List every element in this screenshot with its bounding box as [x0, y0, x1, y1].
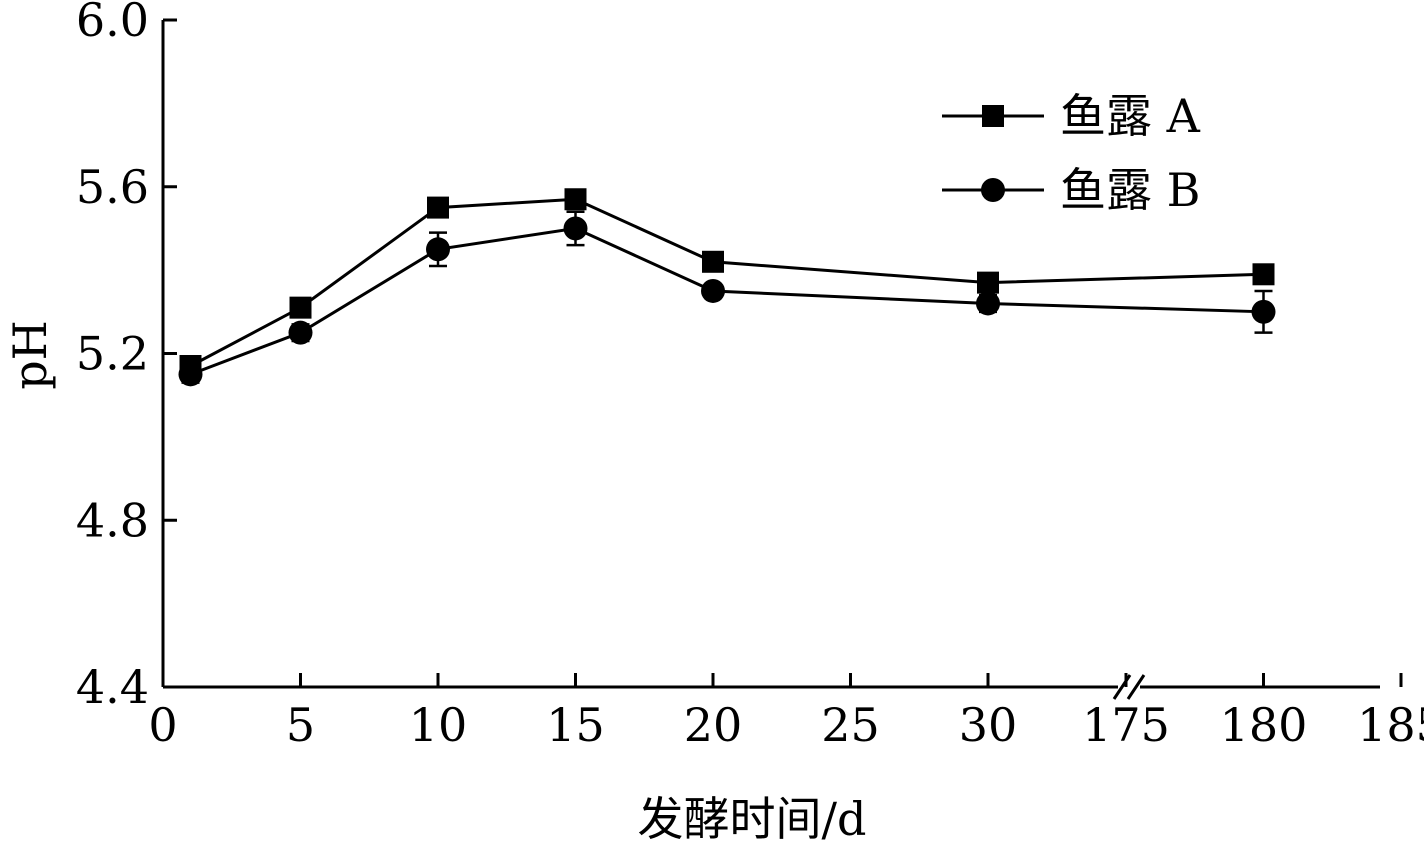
x-tick-label: 25	[821, 698, 880, 752]
data-point	[976, 291, 1000, 316]
series-line	[189, 226, 1264, 376]
x-tick-label: 180	[1220, 698, 1308, 752]
x-tick-label: 20	[684, 698, 743, 752]
x-tick-label: 30	[959, 698, 1018, 752]
data-point	[702, 250, 724, 273]
y-tick-label: 6.0	[76, 0, 149, 47]
series-line	[189, 197, 1264, 368]
data-point	[178, 362, 203, 387]
data-point	[1251, 299, 1276, 324]
legend-item-2: 鱼露 B	[942, 163, 1200, 217]
legend-item-1: 鱼露 A	[942, 89, 1201, 143]
data-point	[1252, 263, 1275, 286]
data-point	[701, 278, 725, 303]
series-2	[178, 210, 1276, 387]
legend-label: 鱼露 A	[1060, 89, 1201, 143]
x-ticks: 0 5 10 15 20 25 30 175 180 185	[148, 673, 1424, 752]
legend-label: 鱼露 B	[1060, 163, 1200, 217]
x-tick-label: 15	[546, 698, 605, 752]
data-point	[564, 188, 587, 211]
x-axis-break-mark	[1112, 674, 1146, 700]
y-axis-title: pH	[3, 320, 57, 390]
data-point	[427, 196, 449, 219]
break-slash	[1126, 674, 1146, 700]
data-point	[289, 296, 312, 319]
legend: 鱼露 A 鱼露 B	[942, 89, 1201, 217]
y-tick-label: 4.4	[76, 660, 149, 714]
x-tick-label: 175	[1082, 698, 1170, 752]
x-tick-label: 5	[286, 698, 315, 752]
x-tick-label: 185	[1357, 698, 1424, 752]
x-tick-label: 10	[409, 698, 468, 752]
data-point	[426, 237, 450, 262]
legend-marker	[981, 178, 1005, 202]
y-tick-label: 5.2	[76, 327, 149, 381]
data-point	[977, 271, 999, 294]
data-point	[563, 216, 588, 241]
series-layer	[178, 188, 1276, 387]
x-tick-label: 0	[148, 698, 177, 752]
legend-marker	[982, 105, 1004, 127]
data-point	[288, 320, 313, 345]
x-axis-title: 发酵时间/d	[638, 792, 867, 844]
y-ticks: 6.0 5.6 5.2 4.8 4.4	[76, 0, 177, 714]
y-tick-label: 4.8	[76, 493, 149, 547]
y-tick-label: 5.6	[76, 160, 149, 214]
